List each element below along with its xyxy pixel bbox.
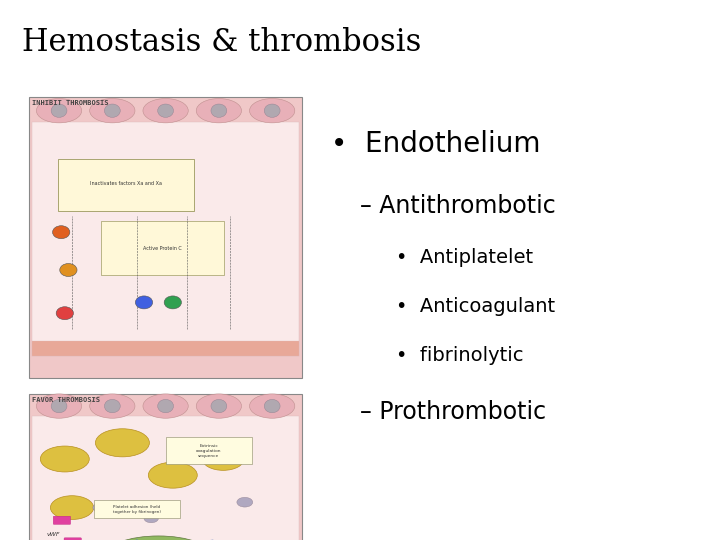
Text: – Antithrombotic: – Antithrombotic — [360, 194, 556, 218]
Ellipse shape — [211, 400, 227, 413]
Ellipse shape — [197, 99, 241, 123]
Ellipse shape — [264, 400, 280, 413]
Text: •  fibrinolytic: • fibrinolytic — [396, 346, 523, 365]
Ellipse shape — [104, 104, 120, 117]
Ellipse shape — [37, 99, 81, 123]
Ellipse shape — [264, 104, 280, 117]
Ellipse shape — [51, 400, 67, 413]
Circle shape — [56, 307, 73, 320]
Circle shape — [164, 296, 181, 309]
Ellipse shape — [40, 446, 89, 472]
Ellipse shape — [237, 497, 253, 507]
Text: Platelet adhesion (held
together by fibrinogen): Platelet adhesion (held together by fibr… — [113, 505, 161, 514]
Ellipse shape — [93, 503, 109, 512]
Text: •  Antiplatelet: • Antiplatelet — [396, 248, 533, 267]
FancyBboxPatch shape — [32, 122, 299, 356]
Ellipse shape — [158, 400, 174, 413]
FancyBboxPatch shape — [29, 97, 302, 378]
Ellipse shape — [197, 394, 241, 418]
Ellipse shape — [95, 429, 150, 457]
Ellipse shape — [51, 104, 67, 117]
Text: INHIBIT THROMBOSIS: INHIBIT THROMBOSIS — [32, 100, 109, 106]
FancyBboxPatch shape — [58, 159, 194, 211]
Text: – Prothrombotic: – Prothrombotic — [360, 400, 546, 423]
FancyBboxPatch shape — [32, 416, 299, 540]
Ellipse shape — [144, 514, 158, 523]
Ellipse shape — [202, 448, 244, 470]
Ellipse shape — [158, 104, 174, 117]
Ellipse shape — [90, 394, 135, 418]
Text: •  Anticoagulant: • Anticoagulant — [396, 297, 555, 316]
FancyBboxPatch shape — [53, 516, 71, 524]
Circle shape — [53, 226, 70, 239]
Circle shape — [60, 264, 77, 276]
Ellipse shape — [50, 496, 94, 519]
FancyBboxPatch shape — [101, 221, 224, 275]
Ellipse shape — [211, 104, 227, 117]
Ellipse shape — [104, 400, 120, 413]
Circle shape — [135, 296, 153, 309]
Text: Extrinsic
coagulation
sequence: Extrinsic coagulation sequence — [196, 444, 222, 457]
Text: vWF: vWF — [47, 532, 60, 537]
FancyBboxPatch shape — [64, 538, 81, 540]
FancyBboxPatch shape — [94, 500, 180, 518]
Ellipse shape — [90, 99, 135, 123]
FancyBboxPatch shape — [166, 437, 252, 464]
Ellipse shape — [37, 394, 81, 418]
Ellipse shape — [143, 99, 188, 123]
Ellipse shape — [250, 99, 294, 123]
Ellipse shape — [143, 394, 188, 418]
Text: •  Endothelium: • Endothelium — [331, 130, 541, 158]
Ellipse shape — [250, 394, 294, 418]
Text: Active Protein C: Active Protein C — [143, 246, 181, 251]
Text: FAVOR THROMBOSIS: FAVOR THROMBOSIS — [32, 397, 100, 403]
FancyBboxPatch shape — [29, 394, 302, 540]
Text: Inactivates factors Xa and Xa: Inactivates factors Xa and Xa — [90, 181, 162, 186]
FancyBboxPatch shape — [32, 341, 299, 356]
Ellipse shape — [104, 536, 212, 540]
Text: Hemostasis & thrombosis: Hemostasis & thrombosis — [22, 27, 421, 58]
Ellipse shape — [148, 462, 197, 488]
